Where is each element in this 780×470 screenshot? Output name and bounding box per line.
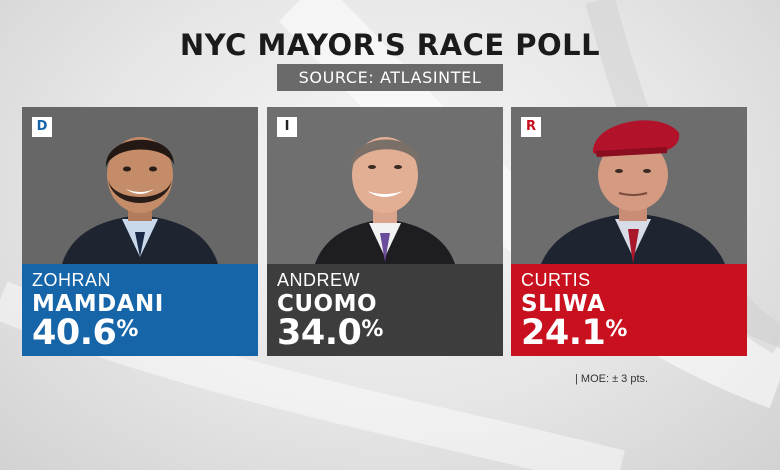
candidate-photo: R: [511, 107, 747, 264]
candidate-first-name: ANDREW: [277, 270, 360, 290]
candidate-percentage: 24.1%: [521, 313, 627, 353]
candidate-percentage: 34.0%: [277, 313, 383, 353]
party-badge: R: [521, 117, 541, 137]
candidate-last-name: SLIWA: [521, 291, 606, 317]
candidate-card-mamdani: D ZOHRAN MAMDANI 40.6%: [22, 107, 258, 356]
percent-sign: %: [361, 317, 383, 342]
percent-value: 24.1: [521, 313, 606, 353]
candidate-percentage: 40.6%: [32, 313, 138, 353]
party-badge: D: [32, 117, 52, 137]
candidate-card-sliwa: R CURTIS SLIWA 24.1%: [511, 107, 747, 356]
percent-sign: %: [116, 317, 138, 342]
party-badge: I: [277, 117, 297, 137]
candidate-photo: D: [22, 107, 258, 264]
percent-sign: %: [605, 317, 627, 342]
margin-of-error-note: | MOE: ± 3 pts.: [575, 373, 649, 385]
candidate-photo: I: [267, 107, 503, 264]
percent-value: 40.6: [32, 313, 117, 353]
candidate-first-name: ZOHRAN: [32, 270, 111, 290]
percent-value: 34.0: [277, 313, 362, 353]
source-label: SOURCE: ATLASINTEL: [277, 64, 503, 91]
page-title: NYC MAYOR'S RACE POLL: [179, 28, 601, 62]
candidate-info-panel: ZOHRAN MAMDANI 40.6%: [22, 264, 258, 356]
candidate-last-name: CUOMO: [277, 291, 378, 317]
candidate-first-name: CURTIS: [521, 270, 591, 290]
candidate-last-name: MAMDANI: [32, 291, 164, 317]
candidate-info-panel: CURTIS SLIWA 24.1%: [511, 264, 747, 356]
candidate-info-panel: ANDREW CUOMO 34.0%: [267, 264, 503, 356]
candidate-card-cuomo: I ANDREW CUOMO 34.0%: [267, 107, 503, 356]
